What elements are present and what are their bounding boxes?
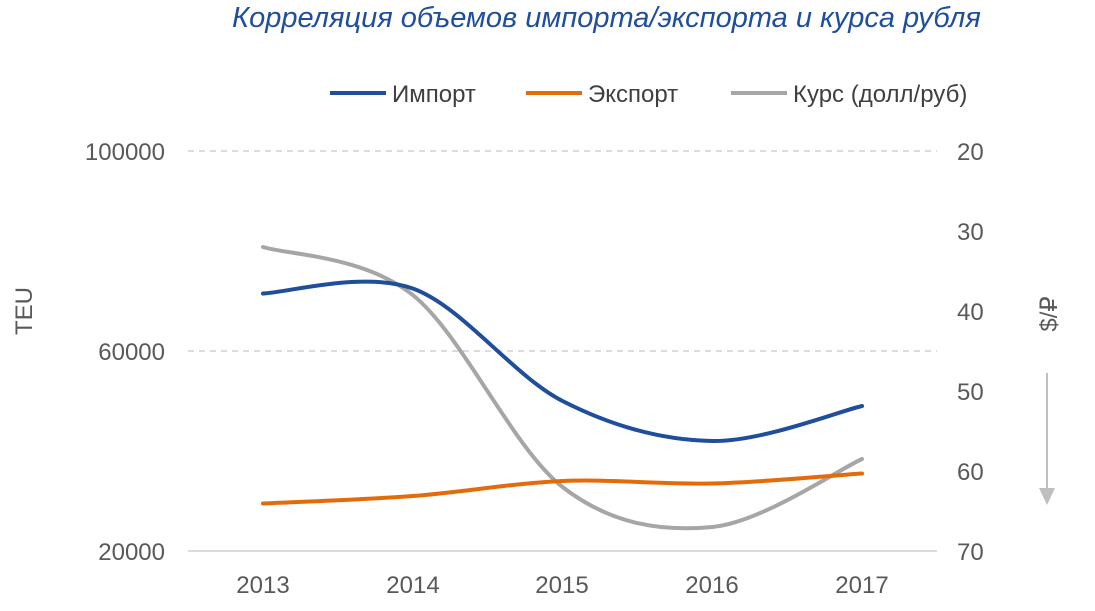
x-tick-label: 2017 — [835, 572, 888, 599]
y-axis-title: TEU — [11, 287, 38, 335]
y2-tick-label: 40 — [957, 299, 984, 326]
down-arrow-icon — [1039, 373, 1055, 505]
x-tick-label: 2014 — [386, 572, 439, 599]
x-tick-label: 2015 — [535, 572, 588, 599]
legend-label-rate: Курс (долл/руб) — [793, 81, 967, 108]
series-line-rate — [261, 245, 864, 531]
y2-axis-title: $/₽ — [1036, 296, 1063, 331]
x-tick-label: 2016 — [685, 572, 738, 599]
y-tick-label: 20000 — [98, 539, 165, 566]
chart-title: Корреляция объемов импорта/экспорта и ку… — [232, 2, 981, 34]
y2-tick-label: 60 — [957, 459, 984, 486]
y2-tick-label: 30 — [957, 219, 984, 246]
y2-tick-label: 20 — [957, 139, 984, 166]
y2-tick-label: 70 — [957, 539, 984, 566]
x-tick-label: 2013 — [236, 572, 289, 599]
legend-label-export: Экспорт — [588, 81, 678, 108]
y-tick-label: 100000 — [85, 139, 165, 166]
legend-label-import: Импорт — [392, 81, 476, 108]
y-tick-label: 60000 — [98, 339, 165, 366]
series-line-import — [261, 279, 864, 444]
series-line-export — [261, 471, 864, 506]
y2-tick-label: 50 — [957, 379, 984, 406]
